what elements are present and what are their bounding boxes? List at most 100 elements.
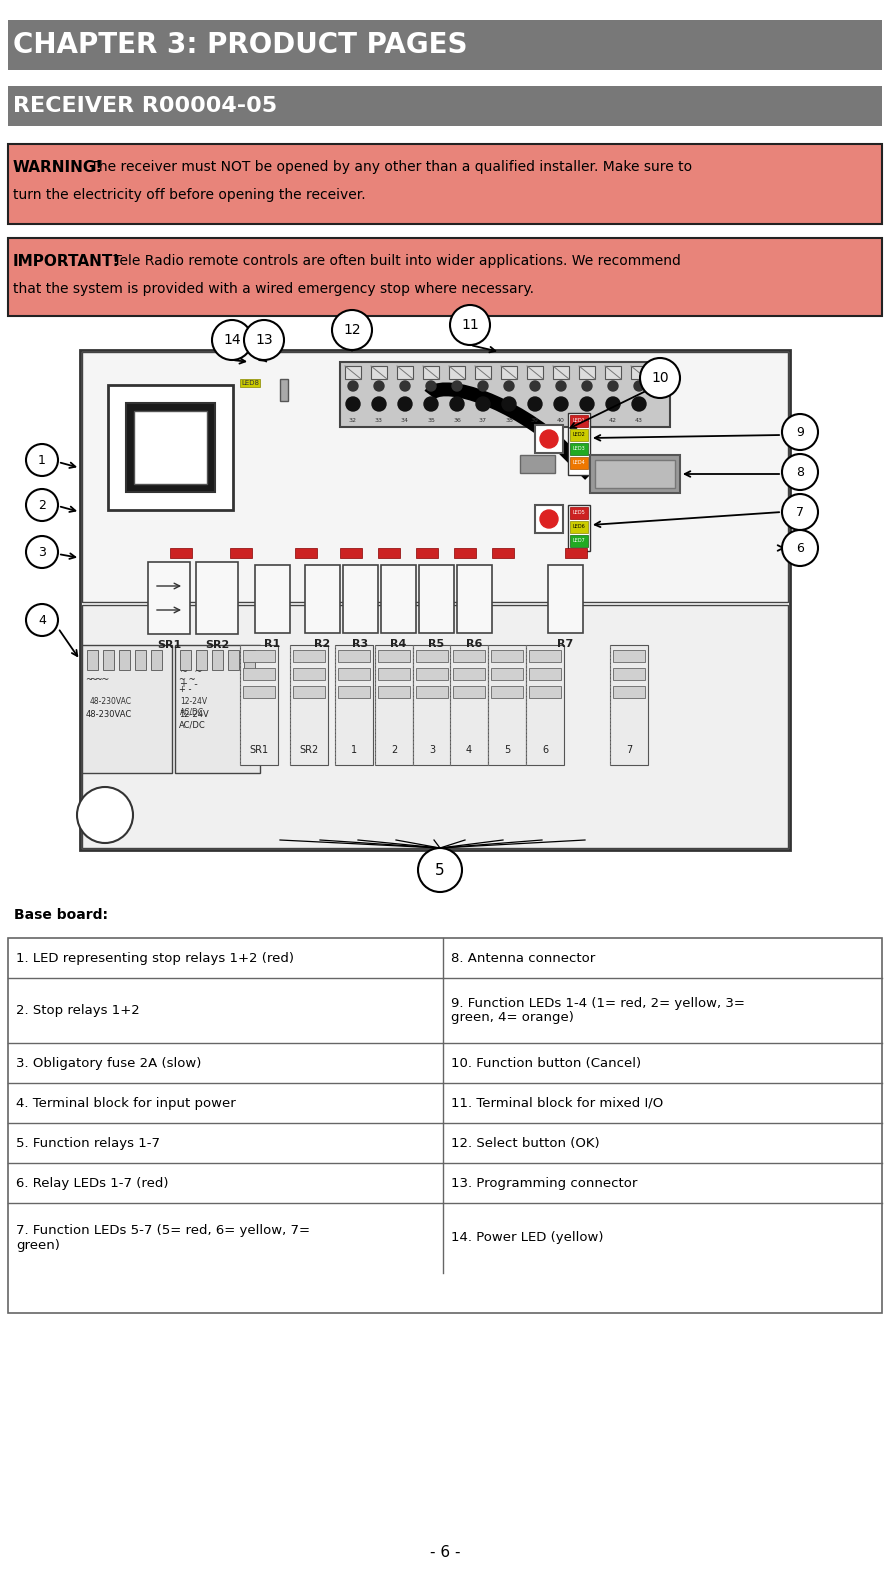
Text: 35: 35 <box>427 418 435 422</box>
Circle shape <box>348 381 358 391</box>
Bar <box>450 645 488 766</box>
Circle shape <box>530 381 540 391</box>
Bar <box>8 237 882 316</box>
Text: 6. Relay LEDs 1-7 (red): 6. Relay LEDs 1-7 (red) <box>16 1177 168 1190</box>
Bar <box>295 547 317 558</box>
Bar <box>535 505 563 533</box>
Bar <box>416 650 448 661</box>
Text: 34: 34 <box>401 418 409 422</box>
Circle shape <box>502 397 516 411</box>
Text: Base board:: Base board: <box>14 908 108 922</box>
Text: R4: R4 <box>391 639 407 649</box>
Text: SR2: SR2 <box>299 745 319 755</box>
Text: 7. Function LEDs 5-7 (5= red, 6= yellow, 7=
green): 7. Function LEDs 5-7 (5= red, 6= yellow,… <box>16 1224 310 1251</box>
Circle shape <box>77 786 133 843</box>
Circle shape <box>26 604 58 636</box>
Circle shape <box>400 381 410 391</box>
Circle shape <box>782 494 818 530</box>
Text: 14: 14 <box>223 332 241 346</box>
Bar <box>565 547 587 558</box>
Text: 13: 13 <box>255 332 273 346</box>
Bar <box>570 535 588 547</box>
Text: 48-230VAC: 48-230VAC <box>90 698 132 706</box>
Bar <box>579 365 595 380</box>
Bar <box>526 645 564 766</box>
Text: LED4: LED4 <box>572 460 586 465</box>
Text: 12. Select button (OK): 12. Select button (OK) <box>451 1136 600 1150</box>
Circle shape <box>244 320 284 361</box>
Text: CHAPTER 3: PRODUCT PAGES: CHAPTER 3: PRODUCT PAGES <box>13 32 467 59</box>
Bar <box>529 650 561 661</box>
Bar <box>610 645 648 766</box>
Bar <box>397 365 413 380</box>
Text: 14. Power LED (yellow): 14. Power LED (yellow) <box>451 1231 603 1245</box>
Bar <box>280 380 288 400</box>
Text: 8. Antenna connector: 8. Antenna connector <box>451 951 595 965</box>
Circle shape <box>634 381 644 391</box>
Circle shape <box>26 489 58 520</box>
Bar <box>255 565 290 633</box>
Bar <box>535 426 563 452</box>
Bar <box>196 562 238 634</box>
Text: ~  ~
+  -: ~ ~ + - <box>180 668 203 688</box>
Text: 2. Stop relays 1+2: 2. Stop relays 1+2 <box>16 1005 140 1017</box>
Text: LED1: LED1 <box>572 418 586 422</box>
Text: 36: 36 <box>453 418 461 422</box>
Text: 4. Terminal block for input power: 4. Terminal block for input power <box>16 1096 236 1109</box>
Text: 5: 5 <box>504 745 510 755</box>
Text: 1: 1 <box>351 745 357 755</box>
Text: The receiver must NOT be opened by any other than a qualified installer. Make su: The receiver must NOT be opened by any o… <box>86 160 692 174</box>
Text: 11: 11 <box>461 318 479 332</box>
Text: 9: 9 <box>796 426 804 438</box>
Text: 40: 40 <box>557 418 565 422</box>
Bar <box>293 687 325 698</box>
Bar <box>416 668 448 680</box>
Circle shape <box>640 358 680 399</box>
Bar <box>488 645 526 766</box>
Text: R3: R3 <box>352 639 368 649</box>
Text: 2: 2 <box>38 498 46 511</box>
Bar <box>378 650 410 661</box>
Text: 7: 7 <box>626 745 632 755</box>
Circle shape <box>528 397 542 411</box>
Bar <box>419 565 454 633</box>
Circle shape <box>540 509 558 528</box>
Bar <box>570 520 588 533</box>
Bar <box>381 565 416 633</box>
Bar <box>340 362 670 427</box>
Text: RECEIVER R00004-05: RECEIVER R00004-05 <box>13 97 277 115</box>
Bar <box>119 650 130 671</box>
Text: 43: 43 <box>635 418 643 422</box>
Text: ~ ~: ~ ~ <box>86 676 102 683</box>
Circle shape <box>782 530 818 566</box>
Bar <box>80 350 790 850</box>
Bar <box>103 650 114 671</box>
Bar <box>605 365 621 380</box>
Text: 42: 42 <box>609 418 617 422</box>
Bar <box>568 505 590 551</box>
Text: ~ ~: ~ ~ <box>90 676 109 685</box>
Bar <box>8 144 882 225</box>
Text: 5: 5 <box>435 862 445 878</box>
Text: turn the electricity off before opening the receiver.: turn the electricity off before opening … <box>13 188 366 202</box>
Bar <box>126 403 215 492</box>
Bar <box>338 687 370 698</box>
Circle shape <box>424 397 438 411</box>
Bar <box>108 384 233 509</box>
Bar <box>87 650 98 671</box>
Text: SR2: SR2 <box>205 641 229 650</box>
Bar <box>475 365 491 380</box>
Text: 1: 1 <box>38 454 46 467</box>
Text: 8: 8 <box>796 465 804 478</box>
Circle shape <box>332 310 372 350</box>
Bar <box>135 650 146 671</box>
Text: 11. Terminal block for mixed I/O: 11. Terminal block for mixed I/O <box>451 1096 663 1109</box>
Text: 32: 32 <box>349 418 357 422</box>
Bar <box>293 668 325 680</box>
Text: 33: 33 <box>375 418 383 422</box>
Text: that the system is provided with a wired emergency stop where necessary.: that the system is provided with a wired… <box>13 282 534 296</box>
Bar <box>570 457 588 468</box>
Bar <box>378 687 410 698</box>
Circle shape <box>452 381 462 391</box>
Text: 3. Obligatory fuse 2A (slow): 3. Obligatory fuse 2A (slow) <box>16 1057 201 1069</box>
